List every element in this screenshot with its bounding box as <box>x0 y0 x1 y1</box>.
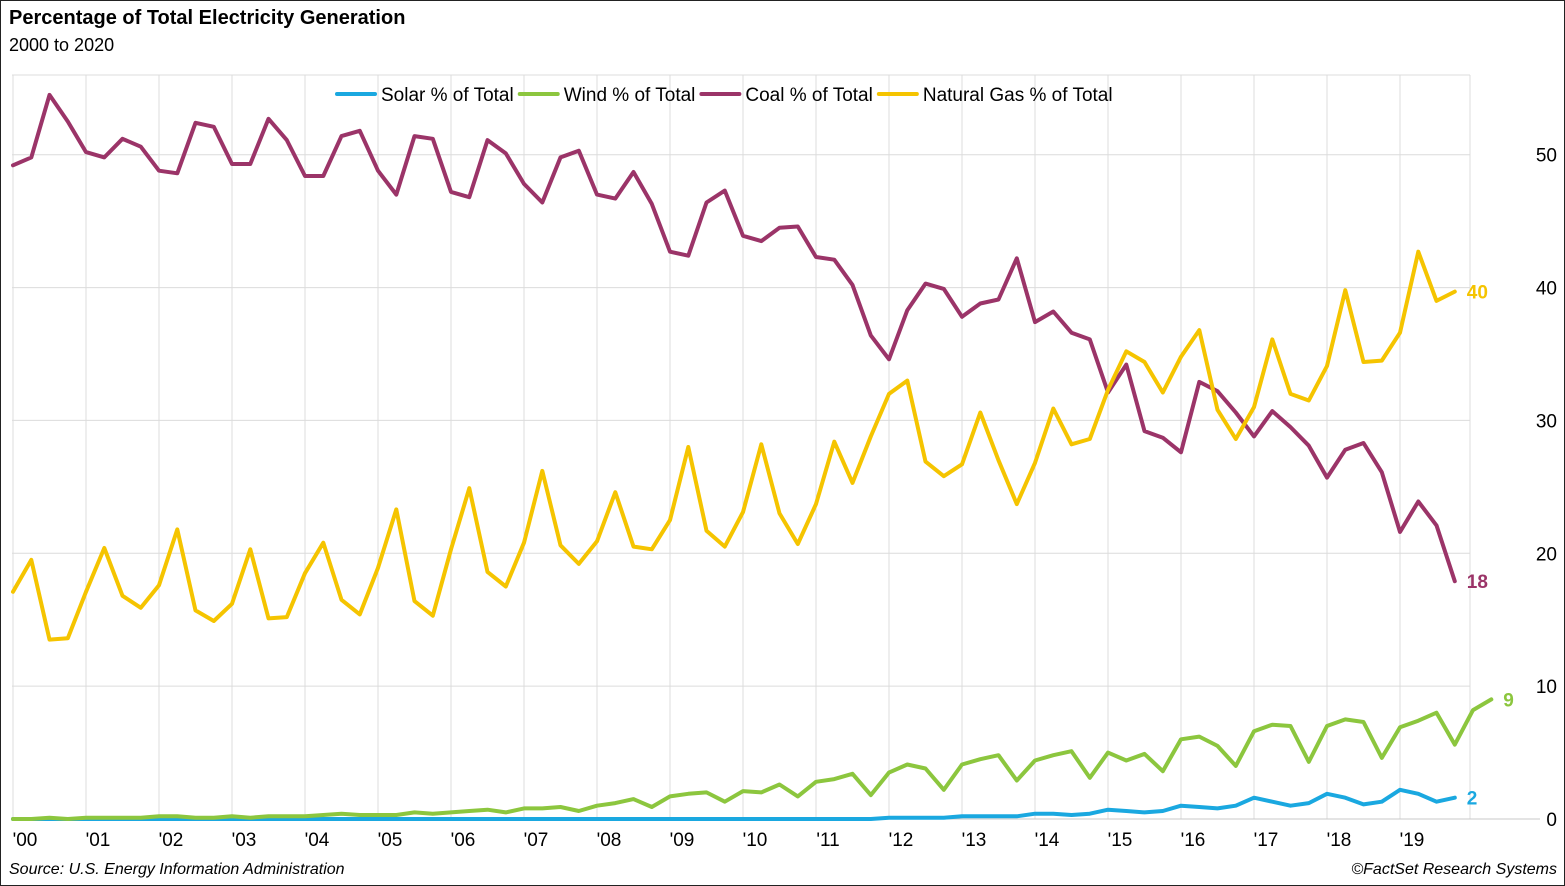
series-line-3 <box>11 249 1457 642</box>
y-tick-label: 0 <box>1546 810 1557 831</box>
y-tick-label: 10 <box>1536 677 1557 698</box>
end-value-label: 9 <box>1503 690 1514 711</box>
y-tick-label: 40 <box>1536 279 1557 300</box>
x-tick-label: '11 <box>816 830 839 851</box>
end-labels: 2 9 18 40 <box>1467 283 1514 810</box>
x-tick-label: '00 <box>13 830 38 851</box>
legend-label: Natural Gas % of Total <box>923 85 1113 106</box>
legend-label: Coal % of Total <box>745 85 872 106</box>
x-axis: '00 '01 '02 '03 '04 '05 '06 '07 '08 '09 '10 '11 '12 '… <box>13 830 1425 851</box>
x-tick-label: '07 <box>524 830 549 851</box>
x-tick-label: '14 <box>1035 830 1060 851</box>
x-tick-label: '10 <box>743 830 768 851</box>
x-tick-label: '05 <box>378 830 403 851</box>
y-tick-label: 50 <box>1536 146 1557 167</box>
x-tick-label: '03 <box>232 830 257 851</box>
y-tick-label: 20 <box>1536 544 1557 565</box>
end-value-label: 40 <box>1467 283 1488 304</box>
copyright-note: ©FactSet Research Systems <box>1351 861 1557 878</box>
series-line-2 <box>11 92 1457 584</box>
x-tick-label: '18 <box>1327 830 1352 851</box>
y-axis: 0 10 20 30 40 50 <box>1536 146 1557 831</box>
x-tick-label: '16 <box>1181 830 1206 851</box>
chart-title: Percentage of Total Electricity Generati… <box>9 7 406 29</box>
series-line-1 <box>11 697 1494 821</box>
end-value-label: 2 <box>1467 789 1478 810</box>
x-tick-label: '17 <box>1254 830 1279 851</box>
x-tick-label: '08 <box>597 830 622 851</box>
x-tick-label: '02 <box>159 830 184 851</box>
chart-subtitle: 2000 to 2020 <box>9 35 115 55</box>
series-lines <box>11 92 1494 821</box>
x-tick-label: '01 <box>86 830 111 851</box>
x-tick-label: '09 <box>670 830 695 851</box>
y-tick-label: 30 <box>1536 411 1557 432</box>
legend: Solar % of Total Wind % of Total Coal % of… <box>335 85 1113 106</box>
x-tick-label: '19 <box>1400 830 1425 851</box>
legend-label: Solar % of Total <box>381 85 514 106</box>
x-tick-label: '04 <box>305 830 330 851</box>
x-tick-label: '12 <box>889 830 914 851</box>
legend-label: Wind % of Total <box>564 85 696 106</box>
source-note: Source: U.S. Energy Information Administ… <box>9 861 345 878</box>
x-tick-label: '06 <box>451 830 476 851</box>
x-tick-label: '13 <box>962 830 987 851</box>
end-value-label: 18 <box>1467 572 1488 593</box>
x-tick-label: '15 <box>1108 830 1133 851</box>
grid-lines <box>12 74 1540 820</box>
